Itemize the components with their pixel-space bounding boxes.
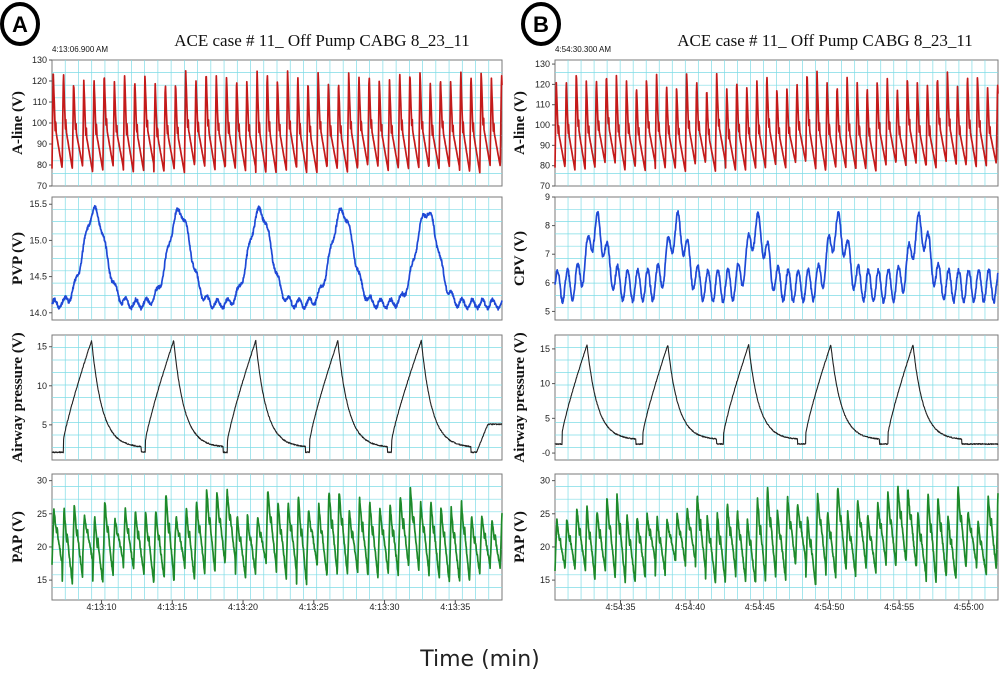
x-tick-label: 4:54:55: [884, 602, 914, 612]
x-tick-label: 4:13:10: [87, 602, 117, 612]
y-tick-label: 14.5: [29, 272, 47, 282]
y-axis-label: PVP (V): [10, 232, 26, 285]
y-tick-label: 15: [540, 575, 550, 585]
series-line-a-line: [51, 69, 503, 174]
track-a-line: 70 80 90 100 110 120 130 A-line (V): [512, 59, 999, 191]
svg-text:A: A: [12, 12, 28, 37]
y-tick-label: 20: [540, 542, 550, 552]
y-axis-label: A-line (V): [10, 91, 26, 155]
y-tick-label: 10: [540, 379, 550, 389]
track-airway-pressure: 5 10 15 Airway pressure (V): [10, 332, 503, 463]
y-tick-label: 25: [540, 509, 550, 519]
x-tick-label: 4:54:40: [675, 602, 705, 612]
series-line-airway-pressure: [554, 344, 999, 446]
y-tick-label: 15: [37, 575, 47, 585]
y-tick-label: 15: [540, 344, 550, 354]
y-tick-label: 130: [32, 55, 47, 65]
track-airway-pressure: -0 5 10 15 Airway pressure (V): [512, 332, 999, 463]
y-axis-label: Airway pressure (V): [512, 332, 528, 462]
timestamp: 4:54:30.300 AM: [555, 45, 611, 54]
series-line-pap: [51, 486, 503, 586]
series-line-airway-pressure: [51, 339, 503, 454]
panel-a: ACE case # 11_ Off Pump CABG 8_23_11 4:13…: [10, 31, 503, 612]
chart-title: ACE case # 11_ Off Pump CABG 8_23_11: [174, 31, 469, 50]
track-cpv: 5 6 7 8 9 CPV (V): [512, 192, 999, 321]
x-tick-label: 4:13:15: [157, 602, 187, 612]
series-line-a-line: [554, 70, 999, 173]
y-tick-label: 110: [33, 97, 47, 107]
panel-b: ACE case # 11_ Off Pump CABG 8_23_11 4:54…: [512, 31, 999, 612]
x-tick-label: 4:55:00: [954, 602, 984, 612]
y-axis-label: A-line (V): [512, 91, 528, 155]
y-tick-label: 100: [535, 120, 550, 130]
y-tick-label: 90: [540, 140, 550, 150]
y-tick-label: 14.0: [29, 308, 47, 318]
chart-title: ACE case # 11_ Off Pump CABG 8_23_11: [677, 31, 972, 50]
y-tick-label: 7: [545, 249, 550, 259]
track-pvp: 14.0 14.5 15.0 15.5 PVP (V): [10, 196, 503, 321]
series-line-pvp: [51, 204, 503, 311]
x-tick-label: 4:54:45: [745, 602, 775, 612]
y-tick-label: 15.5: [29, 199, 47, 209]
x-tick-label: 4:54:35: [605, 602, 635, 612]
panel-letter-a: A: [0, 2, 40, 46]
y-tick-label: 30: [37, 476, 47, 486]
y-tick-label: 100: [32, 118, 47, 128]
y-tick-label: 120: [32, 76, 47, 86]
y-tick-label: 30: [540, 476, 550, 486]
y-tick-label: 15: [37, 342, 47, 352]
y-tick-label: 5: [42, 420, 47, 430]
y-axis-label: Airway pressure (V): [10, 332, 26, 462]
y-tick-label: 25: [37, 509, 47, 519]
svg-text:B: B: [533, 12, 549, 37]
y-tick-label: 20: [37, 542, 47, 552]
y-tick-label: -0: [542, 448, 550, 458]
track-a-line: 70 80 90 100 110 120 130 A-line (V): [10, 55, 503, 191]
x-axis-label: Time (min): [419, 647, 540, 672]
y-tick-label: 80: [37, 160, 47, 170]
timestamp: 4:13:06.900 AM: [52, 45, 108, 54]
x-tick-label: 4:13:25: [299, 602, 329, 612]
panel-letter-b: B: [521, 2, 561, 46]
y-tick-label: 90: [37, 139, 47, 149]
y-axis-label: PAP (V): [10, 511, 26, 563]
y-axis-label: PAP (V): [512, 511, 528, 563]
y-tick-label: 70: [37, 181, 47, 191]
y-tick-label: 6: [545, 278, 550, 288]
x-tick-label: 4:13:35: [440, 602, 470, 612]
y-tick-label: 9: [545, 192, 550, 202]
y-tick-label: 10: [37, 381, 47, 391]
y-tick-label: 5: [545, 413, 550, 423]
x-tick-label: 4:13:20: [228, 602, 258, 612]
y-tick-label: 15.0: [29, 235, 47, 245]
y-tick-label: 70: [540, 181, 550, 191]
x-tick-label: 4:54:50: [814, 602, 844, 612]
y-tick-label: 8: [545, 221, 550, 231]
y-tick-label: 110: [536, 100, 550, 110]
y-tick-label: 130: [535, 59, 550, 69]
series-line-pap: [554, 485, 999, 586]
x-tick-label: 4:13:30: [370, 602, 400, 612]
y-axis-label: CPV (V): [512, 231, 528, 286]
track-pap: 15 20 25 30 PAP (V): [10, 473, 503, 601]
y-tick-label: 5: [545, 306, 550, 316]
series-line-cpv: [554, 210, 999, 305]
y-tick-label: 80: [540, 161, 550, 171]
y-tick-label: 120: [535, 79, 550, 89]
track-pap: 15 20 25 30 PAP (V): [512, 473, 999, 601]
